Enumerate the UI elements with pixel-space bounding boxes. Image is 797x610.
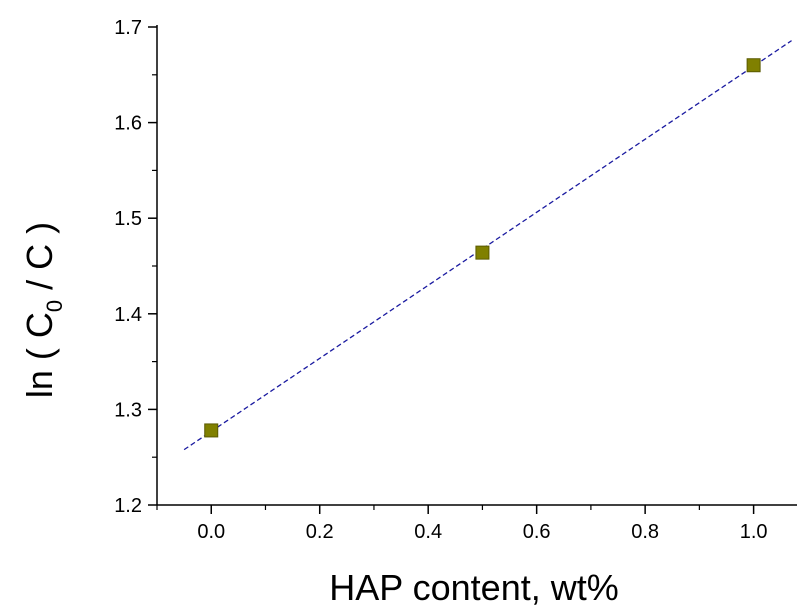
y-tick-label: 1.2 bbox=[114, 495, 142, 517]
x-tick-label: 1.0 bbox=[740, 521, 768, 543]
y-tick-label: 1.5 bbox=[114, 208, 142, 230]
y-tick-label: 1.6 bbox=[114, 113, 142, 135]
y-tick-label: 1.4 bbox=[114, 304, 142, 326]
x-tick-label: 0.2 bbox=[306, 521, 334, 543]
data-point bbox=[475, 245, 490, 260]
data-point bbox=[746, 58, 761, 73]
y-axis-title-prefix: ln ( C bbox=[19, 312, 60, 398]
y-axis-title-suffix: / C ) bbox=[19, 222, 60, 300]
x-tick-label: 0.8 bbox=[631, 521, 659, 543]
fit-line bbox=[183, 40, 792, 451]
x-tick-label: 0.4 bbox=[414, 521, 442, 543]
x-tick-label: 0.6 bbox=[523, 521, 551, 543]
y-tick-label: 1.3 bbox=[114, 399, 142, 421]
x-tick-label: 0.0 bbox=[197, 521, 225, 543]
y-axis-title-subscript: 0 bbox=[42, 300, 67, 312]
data-point bbox=[204, 423, 219, 438]
plot-area: 0.0 0.2 0.4 0.6 0.8 1.0 1.2 1.3 1.4 1.5 1.6 1.7 bbox=[114, 17, 797, 543]
y-tick-label: 1.7 bbox=[114, 17, 142, 39]
x-axis-title: HAP content, wt% bbox=[329, 567, 618, 608]
y-axis-title: ln ( C0 / C ) bbox=[19, 222, 67, 398]
